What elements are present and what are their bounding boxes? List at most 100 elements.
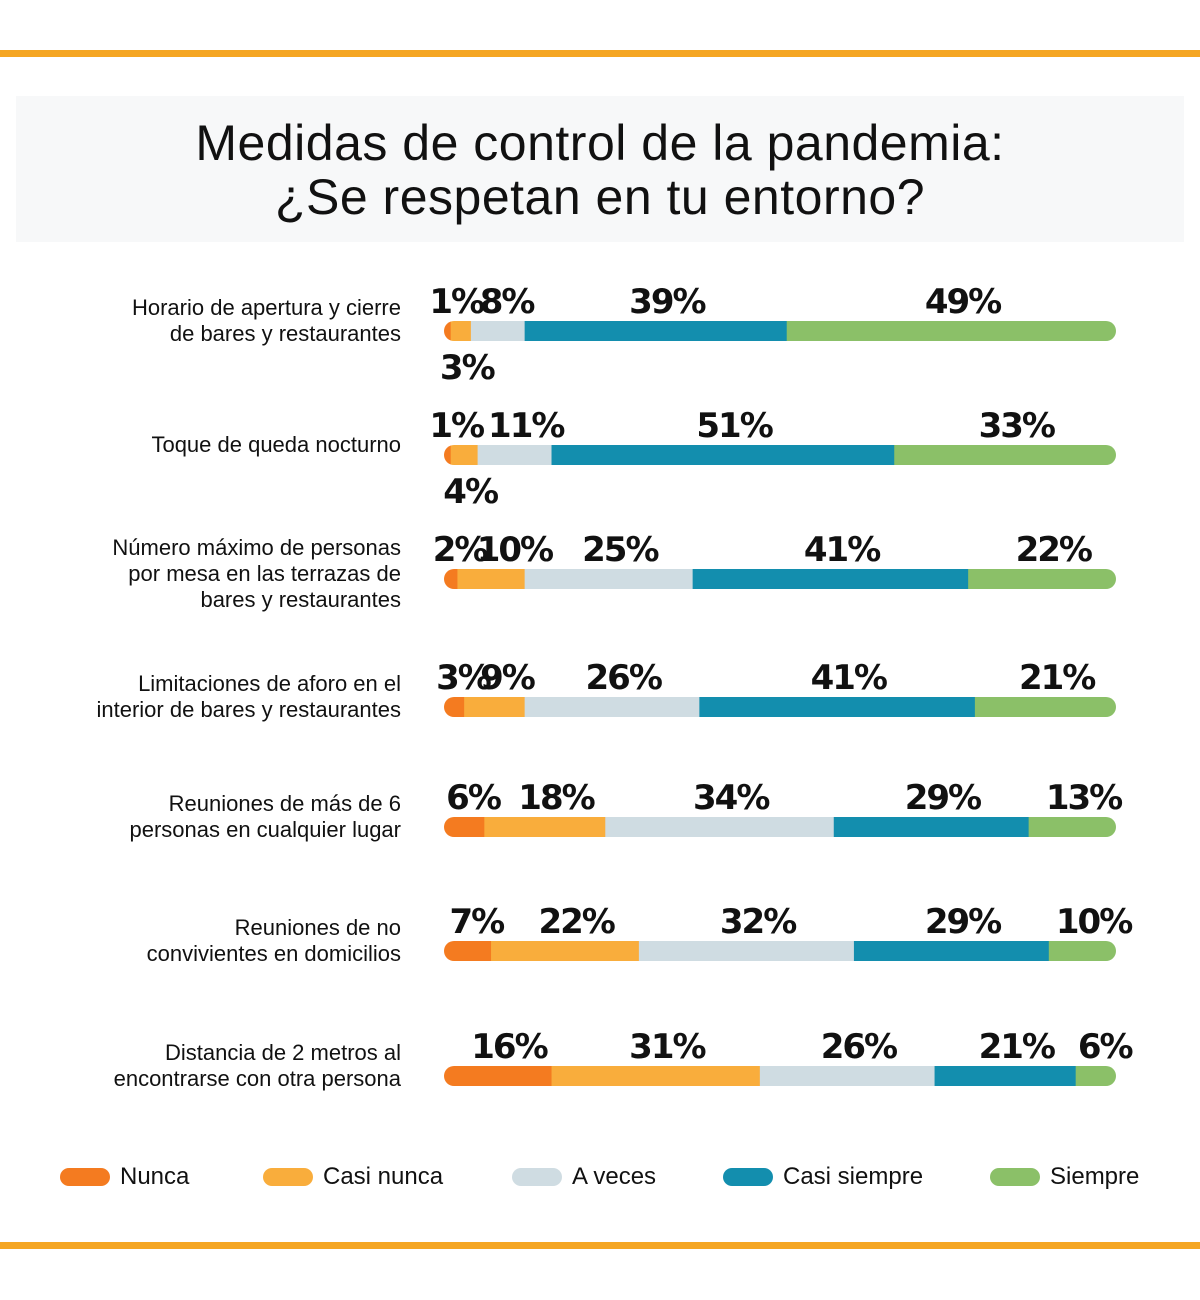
legend-label: Siempre [1050, 1163, 1140, 1190]
bar-segment-siempre [1028, 817, 1116, 837]
bar-segment-a-veces [524, 697, 700, 717]
category-label: Toque de queda nocturno [21, 432, 401, 458]
bar-segment-casi-nunca [457, 569, 526, 589]
value-label: 51% [696, 406, 772, 446]
value-label: 21% [1019, 658, 1095, 698]
category-label-line: Reuniones de más de 6 [168, 791, 401, 816]
bar-segment-a-veces [759, 1066, 936, 1086]
value-label: 6% [446, 778, 501, 818]
bar-row [444, 569, 1116, 589]
legend-swatch [263, 1168, 313, 1186]
value-label: 1% [429, 282, 484, 322]
value-label: 21% [979, 1027, 1055, 1067]
category-label-line: Número máximo de personas [112, 535, 401, 560]
category-label-line: encontrarse con otra persona [113, 1066, 401, 1091]
value-label: 22% [1016, 530, 1092, 570]
value-label: 11% [488, 406, 564, 446]
legend-swatch [990, 1168, 1040, 1186]
value-label: 26% [586, 658, 662, 698]
category-label: Horario de apertura y cierre de bares y r… [21, 295, 401, 347]
bar-segment-casi-siempre [853, 941, 1050, 961]
value-label: 7% [450, 902, 505, 942]
legend-label: A veces [572, 1163, 657, 1190]
value-label: 18% [518, 778, 594, 818]
bar-segment-nunca [444, 1066, 553, 1086]
bar-segment-casi-siempre [692, 569, 969, 589]
value-label: 39% [629, 282, 705, 322]
legend-swatch [512, 1168, 562, 1186]
bar-segment-casi-nunca [464, 697, 526, 717]
value-label: 3% [436, 658, 491, 698]
bar-segment-a-veces [638, 941, 855, 961]
top-rule [0, 50, 1200, 57]
chart-title: Medidas de control de la pandemia: ¿Se r… [0, 116, 1200, 224]
value-label: 34% [693, 778, 769, 818]
legend-item: Siempre [990, 1163, 1139, 1191]
category-label: Reuniones de más de 6 personas en cualqui… [21, 791, 401, 843]
bar-segment-a-veces [477, 445, 553, 465]
bar-segment-casi-siempre [524, 321, 788, 341]
legend-label: Casi siempre [783, 1163, 924, 1190]
value-label: 16% [471, 1027, 547, 1067]
category-label: Limitaciones de aforo en el interior de b… [21, 671, 402, 723]
bar-segment-nunca [444, 569, 458, 589]
bar-segment-casi-nunca [450, 445, 479, 465]
value-label: 10% [1056, 902, 1132, 942]
bar-segment-nunca [444, 941, 492, 961]
category-label-line: bares y restaurantes [200, 587, 401, 612]
legend-label: Nunca [120, 1163, 190, 1190]
bar-segment-nunca [444, 697, 465, 717]
bar-row [444, 1066, 1116, 1086]
value-label: 29% [925, 902, 1001, 942]
bar-segment-casi-siempre [934, 1066, 1077, 1086]
bar-segment-siempre [974, 697, 1116, 717]
value-label: 9% [480, 658, 535, 698]
category-label-line: interior de bares y restaurantes [96, 697, 402, 722]
legend-item: Nunca [60, 1163, 189, 1191]
category-label-line: Distancia de 2 metros al [165, 1040, 401, 1065]
value-label: 49% [925, 282, 1001, 322]
bar-segment-casi-siempre [699, 697, 976, 717]
value-label: 41% [804, 530, 880, 570]
category-label: Número máximo de personas por mesa en las… [21, 535, 401, 613]
legend-swatch [60, 1168, 110, 1186]
category-label-line: Limitaciones de aforo en el [138, 671, 401, 696]
value-label: 33% [979, 406, 1055, 446]
value-label: 10% [477, 530, 553, 570]
bar-segment-casi-siempre [551, 445, 895, 465]
value-label: 1% [429, 406, 484, 446]
legend-item: Casi nunca [263, 1163, 443, 1191]
value-label: 4% [443, 472, 498, 512]
legend-label: Casi nunca [323, 1163, 444, 1190]
value-label: 3% [440, 348, 495, 388]
bar-segment-nunca [444, 321, 452, 341]
value-label: 32% [720, 902, 796, 942]
category-label-line: Reuniones de no [234, 915, 401, 940]
title-box [16, 96, 1184, 242]
category-label-line: Horario de apertura y cierre [131, 295, 401, 320]
bar-segment-a-veces [470, 321, 526, 341]
value-label: 8% [480, 282, 535, 322]
value-label: 26% [821, 1027, 897, 1067]
title-line-2: ¿Se respetan en tu entorno? [274, 169, 926, 225]
category-label: Distancia de 2 metros al encontrarse con … [21, 1040, 401, 1092]
category-label: Reuniones de no convivientes en domicilio… [21, 915, 401, 967]
title-line-1: Medidas de control de la pandemia: [195, 115, 1005, 171]
bar-segment-siempre [968, 569, 1116, 589]
bar-row [444, 321, 1116, 341]
bar-row [444, 817, 1116, 837]
bar-segment-siempre [1048, 941, 1116, 961]
bar-segment-siempre [894, 445, 1116, 465]
bar-segment-siempre [786, 321, 1116, 341]
value-label: 41% [811, 658, 887, 698]
bar-row [444, 941, 1116, 961]
legend-swatch [723, 1168, 773, 1186]
bottom-rule [0, 1242, 1200, 1249]
bar-segment-casi-nunca [491, 941, 640, 961]
value-label: 29% [905, 778, 981, 818]
bar-segment-nunca [444, 817, 485, 837]
category-label-line: de bares y restaurantes [169, 321, 401, 346]
bar-row [444, 445, 1116, 465]
bar-segment-casi-nunca [450, 321, 472, 341]
